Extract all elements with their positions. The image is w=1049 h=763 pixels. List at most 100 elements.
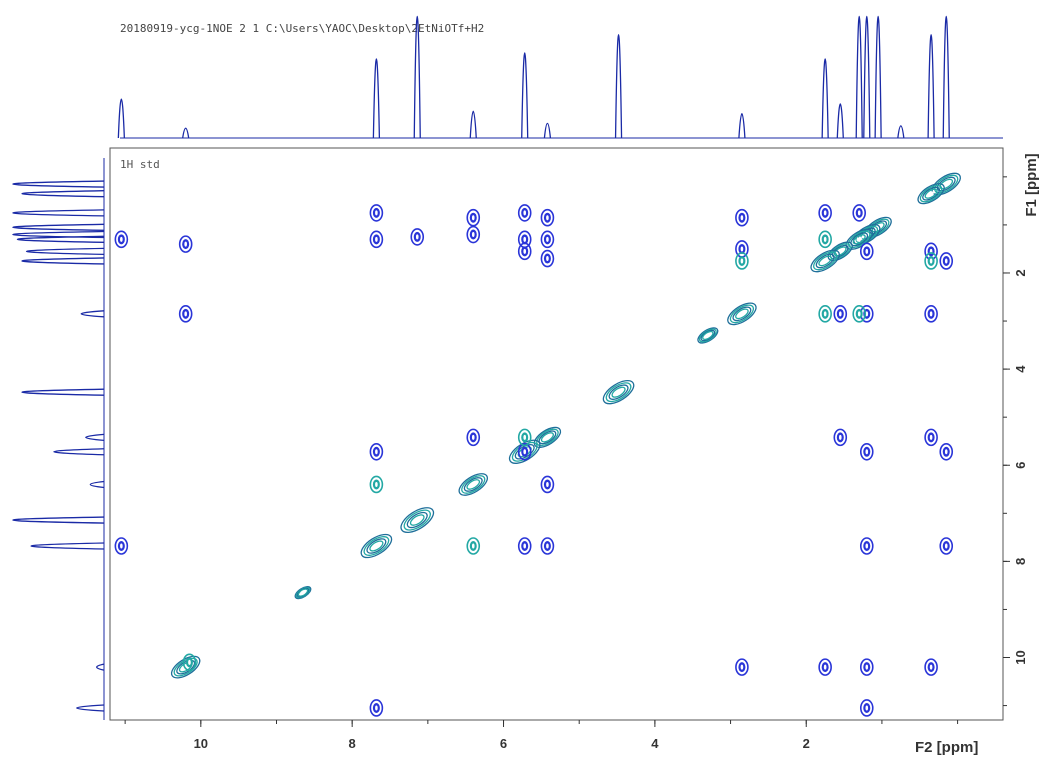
cross-peak-positive-contour — [735, 208, 749, 227]
f2-axis: 10 8 6 4 2 — [124, 720, 959, 751]
diagonal-peak-contour — [360, 533, 393, 559]
cross-peak-positive — [540, 230, 555, 249]
cross-peak-positive-center — [929, 664, 933, 670]
cross-peak-negative-contour — [735, 252, 749, 270]
f1-projection-peak — [16, 235, 105, 243]
cross-peak-positive-center — [857, 210, 861, 216]
diagonal-peak-contour — [818, 255, 832, 267]
cross-peak-positive-contour — [833, 305, 848, 323]
f2-projection-peak — [855, 16, 863, 139]
diagonal-peak-contour — [922, 186, 941, 201]
diagonal-peak-contour — [409, 514, 425, 526]
cross-peak-positive-contour — [540, 249, 555, 268]
cross-peak-positive-contour — [540, 537, 555, 555]
cross-peak-positive-center — [865, 449, 869, 455]
f2-projection-peak — [413, 16, 421, 139]
diagonal-peak-contour — [702, 330, 714, 341]
f2-projection-peak — [372, 58, 381, 139]
cross-peak-positive — [939, 537, 954, 555]
cross-peak-positive-contour — [735, 658, 749, 676]
diagonal-peak — [400, 507, 435, 533]
f2-projection-peak — [738, 113, 746, 139]
diagonal-peak-contour — [463, 477, 483, 492]
cross-peak-positive-contour — [859, 442, 874, 461]
y-tick-label: 4 — [1013, 365, 1028, 373]
f2-projection-peak — [182, 127, 190, 139]
diagonal-peak-contour — [833, 246, 847, 257]
spectrum-header-title: 20180919-ycg-1NOE 2 1 C:\Users\YAOC\Desk… — [120, 22, 484, 35]
cross-peak-negative-contour — [852, 305, 867, 323]
cross-peak-positive-contour — [466, 208, 481, 227]
cross-peak-positive — [924, 428, 938, 447]
diagonal-peak-contour — [170, 655, 201, 679]
cross-peak-positive — [735, 658, 749, 676]
y-tick-label: 10 — [1013, 650, 1028, 664]
diagonal-peak-contour — [869, 220, 888, 235]
f2-projection-peak — [543, 122, 552, 139]
cross-peak-positive-center — [546, 543, 549, 549]
diagonal-peak-contour — [363, 536, 390, 556]
panel-label: 1H std — [120, 158, 160, 171]
cross-peak-negative-contour — [182, 653, 197, 672]
cross-peak-negative-center — [471, 543, 475, 549]
diagonal-peak-center — [739, 311, 745, 317]
cross-peak-positive-center — [546, 481, 549, 487]
cross-peak-negative-center — [523, 434, 527, 440]
f2-projection-peak — [821, 58, 829, 139]
f2-projection-peak — [863, 16, 871, 139]
cross-peak-positive — [540, 208, 555, 227]
diagonal-peak-center — [822, 258, 828, 264]
f1-projection — [12, 158, 105, 720]
cross-peak-positive-contour — [369, 699, 384, 717]
cross-peak-positive — [859, 658, 874, 676]
diagonal-peak-center — [414, 517, 421, 523]
cross-peak-negative-center — [740, 258, 744, 264]
diagonal-peak-contour — [735, 308, 749, 320]
diagonal-peak-center — [300, 590, 306, 595]
diagonal-peak-contour — [400, 507, 435, 533]
diagonal-peak — [727, 302, 757, 326]
f1-projection-peak — [96, 663, 105, 671]
cross-peak-positive-contour — [924, 305, 938, 323]
cross-peak-positive-contour — [540, 475, 555, 494]
diagonal-peak-contour — [458, 473, 489, 496]
cross-peak-negative-center — [857, 311, 861, 317]
cross-peak-positive — [517, 537, 532, 555]
f2-projection-peak — [836, 103, 844, 139]
cross-peak-positive-center — [740, 246, 744, 252]
diagonal-peak-contour — [508, 439, 541, 464]
diagonal-peak-contour — [729, 304, 755, 324]
cross-peak-positive-contour — [466, 225, 481, 244]
cross-peak-positive — [114, 537, 129, 555]
cross-peak-positive-center — [546, 256, 549, 262]
cross-peak-positive — [859, 242, 874, 261]
diagonal-peak — [602, 380, 635, 405]
cross-peak-negative-center — [188, 659, 191, 665]
diagonal-peak-contour — [813, 251, 838, 271]
diagonal-peak-contour — [602, 380, 635, 405]
diagonal-peak-contour — [939, 178, 954, 190]
cross-peak-positive-contour — [369, 442, 384, 461]
cross-peak-positive-center — [823, 210, 827, 216]
cross-peak-positive-center — [375, 236, 378, 242]
cross-peak-positive-contour — [859, 699, 874, 717]
cross-peak-positive-contour — [939, 537, 954, 555]
cross-peak-positive-center — [865, 664, 869, 670]
diagonal-peak-contour — [366, 538, 387, 554]
diagonal-peak-contour — [514, 444, 535, 460]
cross-peak-positive-contour — [818, 204, 832, 222]
cross-peak-positive — [818, 204, 832, 222]
diagonal-peak-contour — [173, 657, 198, 677]
diagonal-peak-contour — [934, 174, 959, 194]
f1-projection-peak — [26, 247, 105, 255]
cross-peak-positive-center — [120, 236, 123, 242]
cross-peak-positive-contour — [939, 442, 954, 461]
cross-peak-positive-center — [375, 449, 378, 455]
f2-projection-peak — [117, 98, 126, 139]
diagonal-peak — [697, 327, 719, 344]
f1-projection-peak — [30, 542, 105, 550]
cross-peak-positive-center — [838, 311, 842, 317]
f1-projection-peak — [85, 433, 105, 442]
cross-peak-positive-contour — [369, 204, 384, 222]
